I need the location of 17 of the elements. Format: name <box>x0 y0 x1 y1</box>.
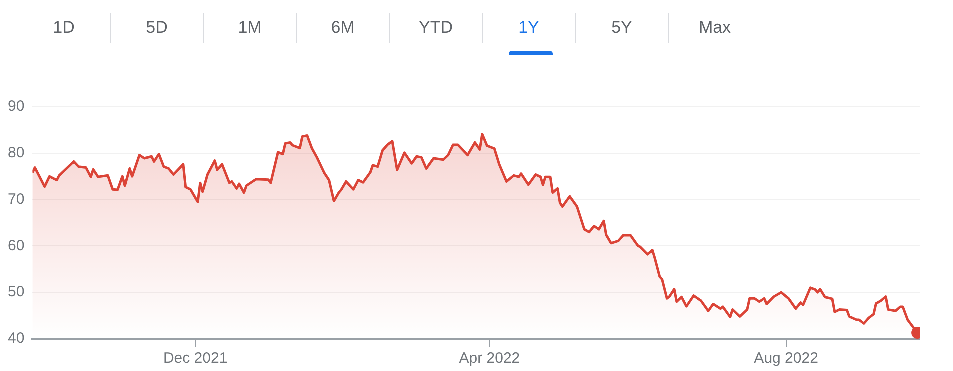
x-tick-label: Dec 2021 <box>163 350 228 368</box>
text: 5D <box>146 18 168 37</box>
y-tick-label: 80 <box>8 144 25 162</box>
text: 1Y <box>518 18 540 37</box>
text: Max <box>698 18 732 37</box>
y-tick-label: 70 <box>8 190 25 208</box>
y-tick-label: 40 <box>8 330 25 348</box>
x-tick-label: Aug 2022 <box>754 350 818 368</box>
text: 6M <box>331 18 355 37</box>
y-tick-label: 90 <box>8 98 25 116</box>
text: 1M <box>238 18 262 37</box>
x-tick-label: Apr 2022 <box>459 350 520 368</box>
y-tick-label: 60 <box>8 237 25 254</box>
text: YTD <box>419 18 453 37</box>
y-tick-label: 50 <box>8 284 25 301</box>
text: 1D <box>53 18 75 37</box>
text: 5Y <box>612 18 632 37</box>
